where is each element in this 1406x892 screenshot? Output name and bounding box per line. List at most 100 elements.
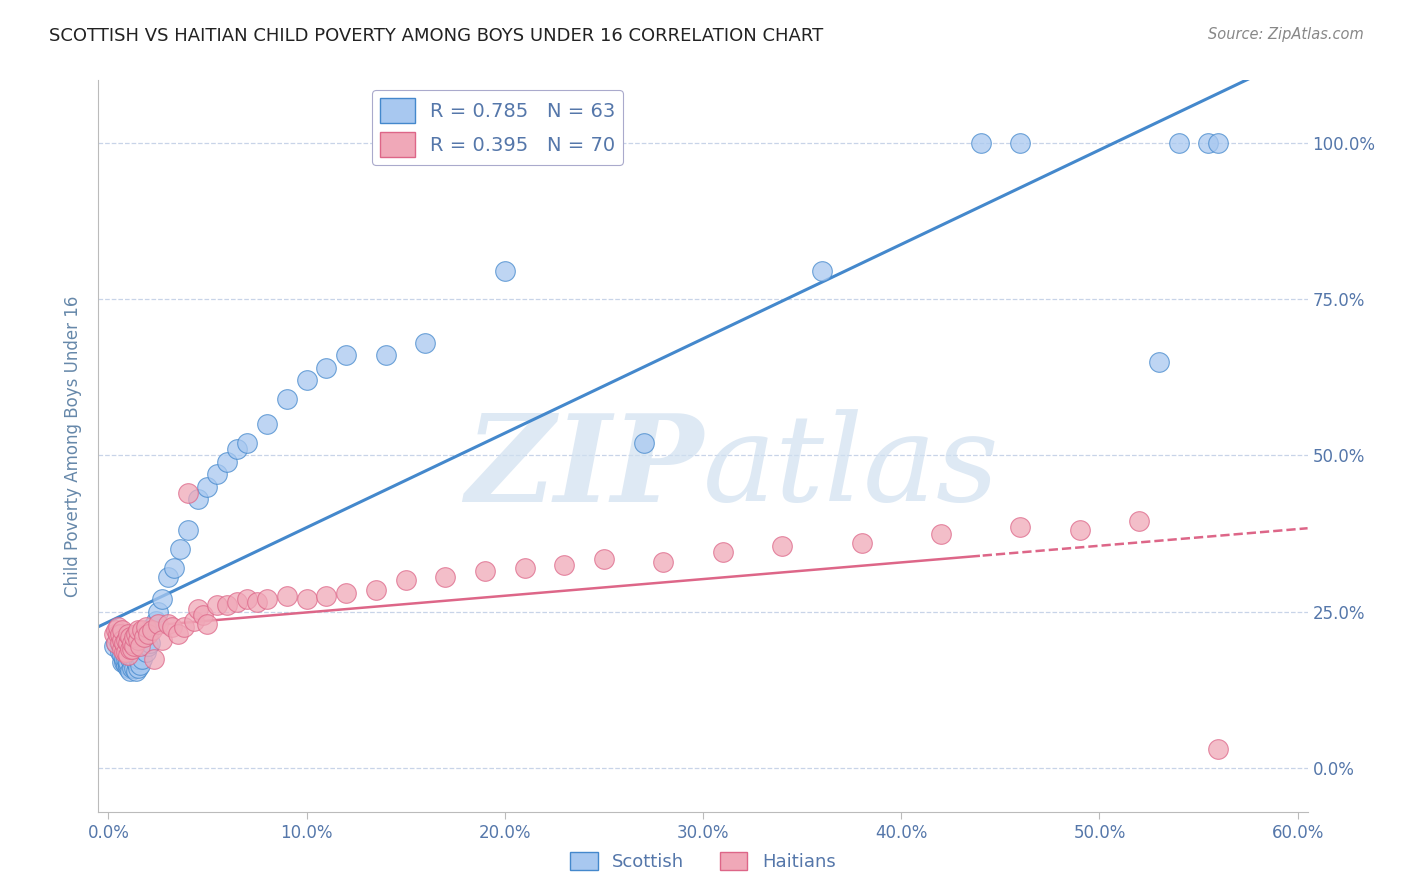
Point <box>132 636 155 650</box>
Point <box>115 651 138 665</box>
Point <box>122 639 145 653</box>
Point <box>246 595 269 609</box>
Point <box>256 592 278 607</box>
Point <box>121 645 143 659</box>
Point <box>111 655 134 669</box>
Point <box>115 632 138 647</box>
Point <box>150 632 173 647</box>
Point <box>105 636 128 650</box>
Point <box>110 626 132 640</box>
Point <box>103 626 125 640</box>
Point <box>197 617 219 632</box>
Point <box>553 558 575 572</box>
Point <box>169 542 191 557</box>
Point <box>111 642 134 657</box>
Point <box>335 586 357 600</box>
Point <box>105 636 128 650</box>
Point <box>364 582 387 597</box>
Point <box>110 645 132 659</box>
Legend: Scottish, Haitians: Scottish, Haitians <box>564 845 842 879</box>
Point <box>141 624 163 638</box>
Point <box>633 435 655 450</box>
Point <box>122 648 145 663</box>
Point <box>127 632 149 647</box>
Point <box>146 605 169 619</box>
Point <box>474 564 496 578</box>
Point <box>851 536 873 550</box>
Point <box>117 661 139 675</box>
Point <box>125 655 148 669</box>
Point <box>131 651 153 665</box>
Point <box>107 620 129 634</box>
Point <box>112 645 135 659</box>
Point <box>593 551 616 566</box>
Point <box>125 626 148 640</box>
Point <box>117 648 139 663</box>
Point <box>117 626 139 640</box>
Point <box>197 480 219 494</box>
Point <box>156 570 179 584</box>
Point <box>120 664 142 678</box>
Point <box>129 657 152 672</box>
Point <box>770 539 793 553</box>
Point <box>150 592 173 607</box>
Point <box>112 655 135 669</box>
Point <box>110 636 132 650</box>
Point <box>315 589 337 603</box>
Point <box>132 630 155 644</box>
Legend: R = 0.785   N = 63, R = 0.395   N = 70: R = 0.785 N = 63, R = 0.395 N = 70 <box>371 90 623 165</box>
Point <box>120 630 142 644</box>
Point <box>105 624 128 638</box>
Point <box>1069 524 1091 538</box>
Point <box>103 639 125 653</box>
Text: ZIP: ZIP <box>465 409 703 527</box>
Point <box>207 467 229 482</box>
Point <box>121 636 143 650</box>
Point <box>295 373 318 387</box>
Point <box>1208 742 1230 756</box>
Text: SCOTTISH VS HAITIAN CHILD POVERTY AMONG BOYS UNDER 16 CORRELATION CHART: SCOTTISH VS HAITIAN CHILD POVERTY AMONG … <box>49 27 824 45</box>
Point <box>1147 354 1170 368</box>
Point <box>129 639 152 653</box>
Text: atlas: atlas <box>703 409 1000 526</box>
Point <box>1128 514 1150 528</box>
Point <box>111 648 134 663</box>
Point <box>1198 136 1220 150</box>
Point <box>276 589 298 603</box>
Point <box>173 620 195 634</box>
Point <box>217 455 239 469</box>
Point <box>145 614 167 628</box>
Point <box>217 599 239 613</box>
Y-axis label: Child Poverty Among Boys Under 16: Child Poverty Among Boys Under 16 <box>65 295 83 597</box>
Point <box>117 655 139 669</box>
Point <box>127 624 149 638</box>
Point <box>513 561 536 575</box>
Point <box>236 435 259 450</box>
Point <box>112 651 135 665</box>
Point <box>131 624 153 638</box>
Point <box>107 626 129 640</box>
Point <box>256 417 278 431</box>
Point <box>295 592 318 607</box>
Point <box>176 486 198 500</box>
Point <box>146 617 169 632</box>
Point <box>107 632 129 647</box>
Point <box>494 264 516 278</box>
Point <box>186 492 208 507</box>
Point <box>434 570 457 584</box>
Point <box>811 264 834 278</box>
Point <box>111 632 134 647</box>
Point <box>166 626 188 640</box>
Point <box>929 526 952 541</box>
Text: Source: ZipAtlas.com: Source: ZipAtlas.com <box>1208 27 1364 42</box>
Point <box>122 630 145 644</box>
Point <box>315 360 337 375</box>
Point <box>127 651 149 665</box>
Point <box>193 607 215 622</box>
Point <box>395 574 418 588</box>
Point <box>176 524 198 538</box>
Point <box>415 335 437 350</box>
Point <box>1208 136 1230 150</box>
Point <box>112 636 135 650</box>
Point <box>125 664 148 678</box>
